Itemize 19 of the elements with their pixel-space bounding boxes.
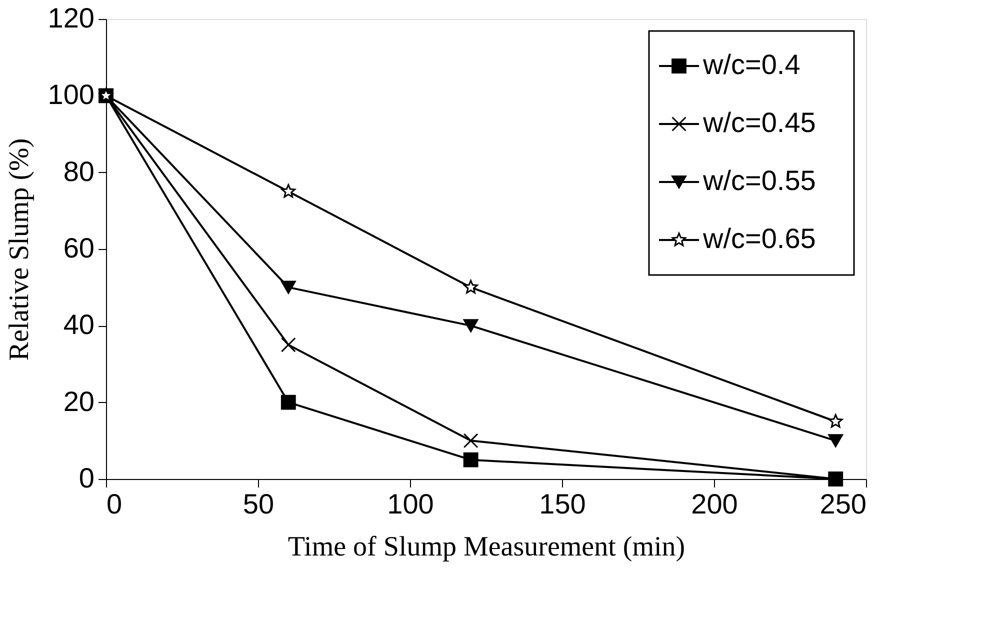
x-tick-label: 200: [691, 488, 738, 520]
legend-label: w/c=0.4: [702, 49, 800, 80]
x-tick-label: 50: [242, 488, 274, 520]
y-tick-label: 60: [63, 232, 94, 264]
y-tick-label: 40: [63, 309, 94, 340]
x-tick-label: 250: [820, 488, 866, 520]
x-tick-label: 100: [387, 488, 434, 520]
y-tick-label: 120: [48, 2, 94, 34]
x-tick-label: 0: [106, 488, 122, 520]
y-tick-label: 100: [48, 79, 94, 110]
y-axis-title: Relative Slump (%): [4, 138, 35, 361]
legend-label: w/c=0.45: [702, 107, 816, 138]
x-tick-label: 150: [539, 488, 586, 520]
y-tick-label: 80: [63, 156, 94, 187]
legend-label: w/c=0.55: [702, 165, 816, 196]
legend-label: w/c=0.65: [702, 223, 816, 254]
y-tick-label: 20: [63, 386, 94, 417]
x-axis-title: Time of Slump Measurement (min): [288, 532, 686, 562]
y-tick-label: 0: [78, 462, 94, 494]
